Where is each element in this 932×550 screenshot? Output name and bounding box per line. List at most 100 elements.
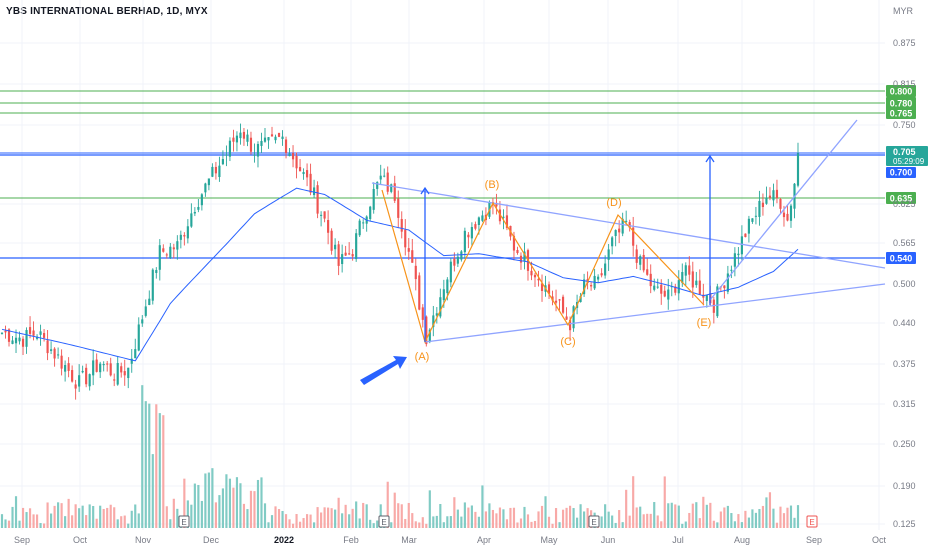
volume-bar <box>446 516 449 528</box>
candle-body <box>11 340 14 344</box>
candle-body <box>151 269 154 301</box>
candle-body <box>74 384 77 389</box>
candle-body <box>505 215 509 228</box>
volume-bar <box>235 477 239 528</box>
candle-body <box>344 252 347 256</box>
candle-body <box>533 274 537 278</box>
volume-bar <box>116 519 119 528</box>
volume-bar <box>684 521 687 528</box>
volume-bar <box>705 504 708 528</box>
volume-bar <box>242 503 246 528</box>
candle-body <box>214 166 217 174</box>
candle-body <box>456 256 459 264</box>
candle-body <box>274 136 277 141</box>
candle-body <box>698 280 701 295</box>
candle-body <box>211 166 214 177</box>
candle-body <box>425 316 428 345</box>
candle-body <box>242 131 246 139</box>
volume-bar <box>618 510 621 528</box>
volume-bar <box>320 512 323 528</box>
volume-bar <box>677 505 680 528</box>
volume-bar <box>768 492 772 528</box>
volume-bar <box>695 502 698 528</box>
price-tick-label: 0.500 <box>893 279 916 289</box>
candle-body <box>351 254 354 257</box>
candle-body <box>561 296 565 313</box>
volume-bar <box>351 508 354 528</box>
volume-bar <box>50 513 53 528</box>
volume-bar <box>207 472 210 528</box>
time-tick-label: Nov <box>135 535 152 545</box>
candle-body <box>407 248 410 252</box>
volume-bar <box>470 505 473 528</box>
candle-body <box>32 330 35 336</box>
candle-body <box>579 296 582 303</box>
candle-body <box>765 197 768 204</box>
candle-body <box>141 319 144 324</box>
volume-bar <box>60 503 63 528</box>
volume-bar <box>228 478 232 528</box>
candle-body <box>362 222 365 224</box>
candle-body <box>81 370 84 373</box>
volume-bar <box>288 519 291 528</box>
earnings-marker-label: E <box>591 518 596 527</box>
candle-body <box>439 297 442 317</box>
candle-body <box>123 371 126 376</box>
candle-body <box>218 165 221 178</box>
volume-bar <box>393 492 396 528</box>
candle-body <box>621 218 624 234</box>
candle-body <box>165 254 168 256</box>
candle-body <box>369 206 372 220</box>
candle-body <box>656 286 659 288</box>
earnings-marker <box>806 515 818 528</box>
candle-body <box>221 159 224 165</box>
candle-body <box>158 245 161 270</box>
candle-body <box>400 219 403 232</box>
volume-bar <box>751 509 754 528</box>
time-axis: Sep Oct Nov Dec 2022 Feb Mar Apr May Jun Jul Aug Sep… <box>14 535 887 545</box>
volume-bar <box>533 520 537 528</box>
volume-bar <box>656 515 659 528</box>
candle-body <box>519 255 523 263</box>
volume-bar <box>568 505 572 528</box>
volume-bar <box>411 513 414 528</box>
candle-body <box>681 272 684 283</box>
candle-body <box>695 280 698 286</box>
volume-bar <box>502 509 505 528</box>
volume-bar <box>71 515 74 528</box>
candle-body <box>649 273 652 287</box>
volume-bar <box>740 522 743 528</box>
volume-bar <box>505 519 509 528</box>
candle-body <box>737 253 740 256</box>
volume-bar <box>526 514 530 528</box>
candle-body <box>512 235 516 251</box>
price-tick-label: 0.375 <box>893 359 916 369</box>
candle-body <box>267 137 270 141</box>
candle-body <box>302 172 305 175</box>
candle-body <box>442 289 445 301</box>
lower-trendline <box>424 283 886 343</box>
volume-bar <box>670 502 673 528</box>
volume-bar <box>372 523 375 528</box>
volume-bar <box>653 502 656 528</box>
candle-body <box>789 205 793 221</box>
candle-body <box>78 375 81 387</box>
volume-bar <box>702 496 705 528</box>
volume-bar <box>0 514 4 528</box>
volume-bar <box>495 513 498 528</box>
volume-bar <box>158 413 161 528</box>
volume-bars <box>0 385 800 528</box>
candles <box>0 123 800 400</box>
volume-bar <box>744 510 747 528</box>
wave-label: (C) <box>560 336 575 348</box>
candle-body <box>106 363 109 365</box>
candle-body <box>428 329 431 342</box>
candle-body <box>102 363 105 366</box>
volume-bar <box>425 523 428 528</box>
volume-bar <box>21 507 25 528</box>
candle-body <box>18 337 21 342</box>
candle-body <box>758 200 761 217</box>
moving-average-line <box>1 187 799 362</box>
